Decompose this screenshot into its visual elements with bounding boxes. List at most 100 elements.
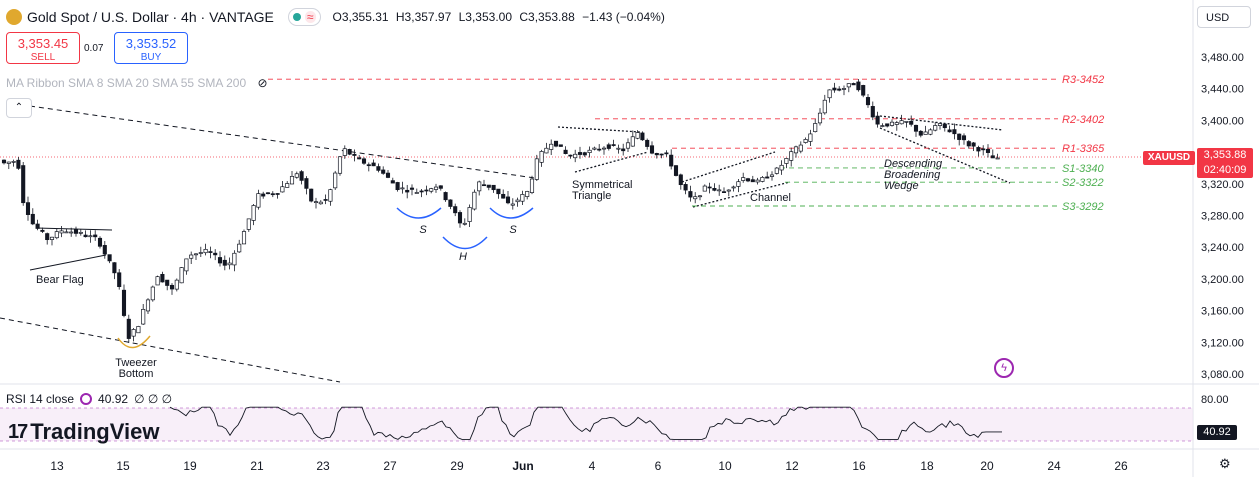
- candle[interactable]: [21, 161, 26, 206]
- candle[interactable]: [289, 170, 295, 185]
- candle[interactable]: [419, 189, 424, 198]
- candle[interactable]: [361, 157, 367, 165]
- candle[interactable]: [107, 254, 112, 264]
- candle[interactable]: [203, 243, 208, 256]
- candle[interactable]: [645, 138, 650, 150]
- chart-annotation[interactable]: S: [509, 224, 517, 236]
- candle[interactable]: [793, 145, 799, 158]
- candle[interactable]: [985, 144, 991, 158]
- candle[interactable]: [961, 133, 967, 145]
- candle[interactable]: [299, 170, 304, 185]
- candle[interactable]: [971, 141, 976, 151]
- candle[interactable]: [649, 141, 655, 155]
- candle[interactable]: [505, 191, 511, 205]
- candle[interactable]: [525, 190, 530, 200]
- candle[interactable]: [942, 123, 947, 132]
- candle[interactable]: [6, 161, 11, 170]
- chart-annotation[interactable]: H: [459, 251, 467, 263]
- candle[interactable]: [400, 181, 405, 194]
- candle[interactable]: [697, 195, 703, 201]
- candle[interactable]: [376, 163, 381, 173]
- chart-annotation[interactable]: Symmetrical: [572, 179, 633, 191]
- candle[interactable]: [707, 182, 712, 194]
- candle[interactable]: [789, 147, 794, 167]
- right-shoulder-arc[interactable]: [489, 207, 534, 219]
- candle[interactable]: [721, 187, 727, 193]
- chart-annotation[interactable]: Bear Flag: [36, 274, 84, 286]
- settings-gear-icon[interactable]: ⚙: [1219, 456, 1231, 471]
- candle[interactable]: [112, 262, 117, 280]
- candle[interactable]: [467, 204, 472, 228]
- candle[interactable]: [736, 178, 741, 193]
- candle[interactable]: [222, 255, 227, 271]
- candle[interactable]: [318, 200, 323, 205]
- candle[interactable]: [49, 236, 55, 246]
- candle[interactable]: [779, 160, 784, 175]
- candle[interactable]: [270, 191, 275, 198]
- candle[interactable]: [712, 183, 717, 192]
- candle[interactable]: [693, 192, 698, 204]
- candle[interactable]: [136, 325, 141, 334]
- candle[interactable]: [601, 146, 607, 155]
- triangle-bottom[interactable]: [574, 151, 649, 173]
- candle[interactable]: [529, 175, 535, 195]
- rsi-settings-icon[interactable]: [80, 393, 93, 405]
- candle[interactable]: [947, 125, 952, 133]
- candle[interactable]: [261, 191, 266, 199]
- candle[interactable]: [193, 253, 199, 260]
- chart-annotation[interactable]: Tweezer: [115, 357, 157, 369]
- candle[interactable]: [357, 154, 362, 160]
- candle[interactable]: [395, 181, 400, 192]
- candle[interactable]: [347, 148, 352, 156]
- candle[interactable]: [342, 145, 347, 159]
- candle[interactable]: [745, 177, 751, 183]
- candle[interactable]: [227, 257, 232, 270]
- candle[interactable]: [117, 269, 122, 290]
- head-arc[interactable]: [442, 236, 488, 250]
- collapse-legend-button[interactable]: ⌃: [6, 98, 32, 118]
- candle[interactable]: [952, 123, 957, 140]
- candle[interactable]: [443, 191, 448, 202]
- candle[interactable]: [54, 228, 59, 240]
- triangle-top[interactable]: [557, 126, 641, 133]
- candle[interactable]: [904, 120, 909, 128]
- candle[interactable]: [817, 108, 823, 126]
- candle[interactable]: [563, 146, 568, 155]
- candle[interactable]: [899, 114, 904, 125]
- candle[interactable]: [174, 278, 179, 292]
- candle[interactable]: [45, 232, 50, 245]
- buy-button[interactable]: 3,353.52 BUY: [114, 32, 188, 64]
- candle[interactable]: [937, 122, 943, 130]
- candle[interactable]: [155, 275, 160, 286]
- candle[interactable]: [837, 86, 842, 92]
- candle[interactable]: [433, 183, 439, 193]
- candle[interactable]: [313, 197, 319, 209]
- candle[interactable]: [995, 153, 1000, 160]
- candle[interactable]: [870, 101, 875, 121]
- candle[interactable]: [160, 271, 165, 283]
- chart-annotation[interactable]: Channel: [750, 192, 791, 204]
- candle[interactable]: [606, 142, 611, 151]
- candle[interactable]: [169, 283, 175, 295]
- candle[interactable]: [923, 125, 928, 135]
- candle[interactable]: [880, 123, 885, 128]
- candle[interactable]: [592, 146, 597, 151]
- candle[interactable]: [611, 139, 616, 147]
- candle[interactable]: [913, 124, 919, 137]
- bear-flag-top[interactable]: [35, 227, 113, 231]
- candle[interactable]: [472, 189, 477, 211]
- candle[interactable]: [246, 218, 251, 232]
- candle[interactable]: [429, 187, 434, 194]
- candle[interactable]: [664, 150, 669, 157]
- candle[interactable]: [165, 279, 170, 291]
- candle[interactable]: [861, 84, 866, 98]
- candle[interactable]: [385, 169, 391, 179]
- bear-flag-bottom[interactable]: [29, 254, 107, 271]
- candle[interactable]: [121, 284, 127, 318]
- candle[interactable]: [501, 189, 506, 199]
- candle[interactable]: [145, 298, 151, 315]
- candle[interactable]: [808, 129, 813, 146]
- candle[interactable]: [486, 184, 491, 191]
- candle[interactable]: [702, 184, 707, 192]
- candle[interactable]: [73, 226, 79, 237]
